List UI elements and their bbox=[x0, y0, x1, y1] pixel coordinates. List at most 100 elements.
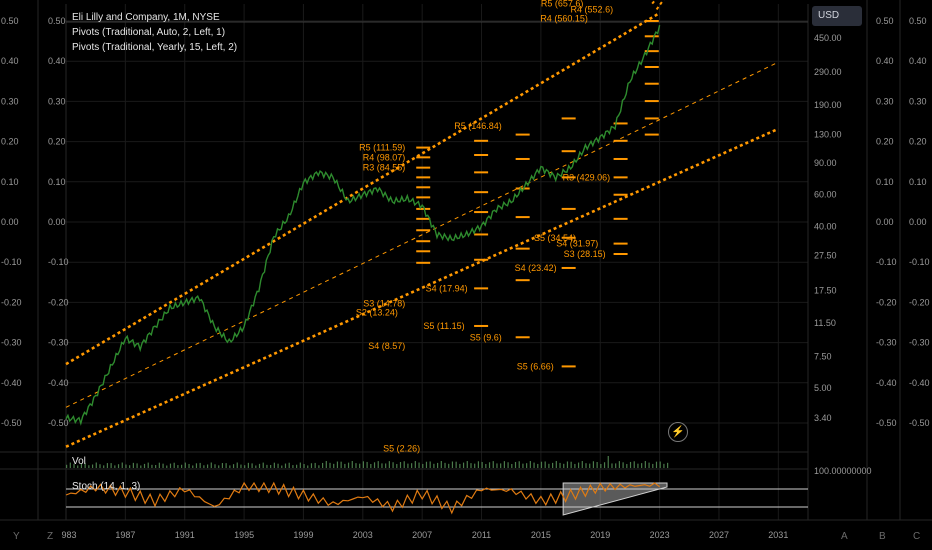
volume-bar bbox=[663, 463, 665, 468]
right-axis-tick: 0.10 bbox=[876, 177, 894, 187]
volume-bar bbox=[667, 462, 669, 468]
volume-pane-label[interactable]: Vol bbox=[72, 456, 86, 467]
volume-bar bbox=[470, 463, 472, 468]
scale-label-z[interactable]: Z bbox=[47, 531, 54, 542]
volume-bar bbox=[462, 462, 465, 468]
volume-bar bbox=[106, 463, 109, 468]
pivot-label: R5 (111.59) bbox=[359, 143, 405, 153]
stoch-pane-label[interactable]: Stoch (14, 1, 3) bbox=[72, 481, 141, 492]
right-axis-tick: 0.40 bbox=[909, 56, 927, 66]
pivot-label: S4 (8.57) bbox=[368, 341, 405, 351]
volume-bar bbox=[540, 461, 543, 468]
pivots-indicator-label-1[interactable]: Pivots (Traditional, Auto, 2, Left, 1) bbox=[72, 27, 226, 38]
x-tick-label: 2015 bbox=[531, 530, 551, 540]
volume-bar bbox=[344, 463, 346, 468]
left-axis-tick: -0.50 bbox=[1, 418, 22, 428]
volume-bar bbox=[585, 463, 587, 468]
right-axis-tick: 0.30 bbox=[876, 96, 894, 106]
left-axis-tick: 0.10 bbox=[48, 177, 66, 187]
pivot-label: R4 (560.15) bbox=[540, 13, 588, 23]
left-axis-tick: -0.40 bbox=[1, 378, 22, 388]
volume-bar bbox=[514, 461, 517, 468]
volume-bar bbox=[181, 464, 183, 468]
pivot-label: R3 (429.06) bbox=[563, 172, 611, 182]
volume-bar bbox=[481, 461, 483, 468]
volume-bar bbox=[500, 463, 502, 468]
pivot-label: S2 (13.24) bbox=[356, 307, 398, 317]
volume-bar bbox=[429, 461, 431, 468]
volume-bar bbox=[377, 461, 379, 468]
volume-bar bbox=[359, 463, 361, 468]
volume-bar bbox=[121, 462, 123, 468]
channel-line bbox=[65, 61, 779, 408]
volume-bar bbox=[366, 461, 368, 468]
x-tick-label: 1991 bbox=[175, 530, 195, 540]
volume-bar bbox=[95, 462, 97, 468]
price-axis-tick: 290.00 bbox=[814, 67, 842, 77]
volume-bar bbox=[333, 463, 335, 468]
channel-line bbox=[655, 0, 665, 10]
volume-bar bbox=[477, 461, 480, 468]
volume-bar bbox=[88, 465, 90, 468]
right-axis-tick: 0.30 bbox=[909, 96, 927, 106]
volume-bar bbox=[537, 463, 539, 468]
price-axis-tick: 450.00 bbox=[814, 33, 842, 43]
right-axis-tick: -0.30 bbox=[909, 338, 930, 348]
x-tick-label: 2007 bbox=[412, 530, 432, 540]
pivot-label: S5 (2.26) bbox=[383, 443, 420, 453]
volume-bar bbox=[522, 463, 524, 468]
volume-bar bbox=[203, 465, 205, 468]
volume-bar bbox=[296, 464, 298, 468]
volume-bar bbox=[603, 462, 606, 468]
currency-selector[interactable]: USD bbox=[812, 6, 862, 26]
symbol-title[interactable]: Eli Lilly and Company, 1M, NYSE bbox=[72, 12, 220, 23]
pivot-label: S5 (11.15) bbox=[423, 321, 464, 331]
volume-bar bbox=[655, 461, 658, 468]
volume-bar bbox=[448, 463, 450, 468]
volume-bar bbox=[125, 464, 127, 468]
volume-bar bbox=[69, 462, 71, 468]
pivot-label: S3 (28.15) bbox=[564, 249, 606, 259]
volume-bar bbox=[206, 464, 209, 468]
volume-bar bbox=[177, 465, 179, 468]
volume-bar bbox=[422, 463, 424, 468]
volume-bar bbox=[262, 462, 264, 468]
volume-bar bbox=[229, 465, 231, 468]
scale-label-c[interactable]: C bbox=[913, 531, 921, 542]
pivots-indicator-label-2[interactable]: Pivots (Traditional, Yearly, 15, Left, 2… bbox=[72, 42, 238, 53]
stoch-triangle-drawing bbox=[562, 482, 668, 516]
scale-label-a[interactable]: A bbox=[841, 531, 848, 542]
lightning-icon[interactable]: ⚡ bbox=[668, 422, 688, 442]
scale-label-y[interactable]: Y bbox=[13, 531, 20, 542]
volume-bar bbox=[310, 463, 313, 468]
left-axis-tick: 0.10 bbox=[1, 177, 19, 187]
volume-bar bbox=[652, 463, 654, 468]
pane-dividers bbox=[0, 0, 932, 521]
x-tick-label: 2031 bbox=[768, 530, 788, 540]
volume-bar bbox=[388, 461, 390, 468]
volume-bar bbox=[633, 461, 635, 468]
scale-label-b[interactable]: B bbox=[879, 531, 886, 542]
volume-bar bbox=[488, 462, 491, 468]
volume-bar bbox=[258, 463, 261, 468]
left-axis-tick: -0.50 bbox=[48, 418, 69, 428]
volume-bar bbox=[281, 465, 283, 468]
x-tick-label: 1987 bbox=[115, 530, 135, 540]
volume-bar bbox=[607, 456, 609, 468]
volume-bar bbox=[195, 463, 198, 468]
volume-bar bbox=[559, 462, 561, 468]
volume-bar bbox=[563, 463, 565, 468]
right-axis-tick: -0.10 bbox=[909, 257, 930, 267]
left-axis-tick: 0.50 bbox=[48, 16, 66, 26]
volume-bar bbox=[492, 461, 494, 468]
x-tick-label: 983 bbox=[61, 530, 76, 540]
volume-bar bbox=[659, 461, 661, 468]
volume-bar bbox=[132, 462, 134, 468]
volume-bar bbox=[518, 461, 520, 468]
left-axis-tick: 0.50 bbox=[1, 16, 19, 26]
x-tick-label: 2011 bbox=[472, 530, 491, 540]
left-axis-tick: -0.10 bbox=[1, 257, 22, 267]
volume-bar bbox=[570, 461, 572, 468]
stoch-line bbox=[65, 481, 660, 515]
